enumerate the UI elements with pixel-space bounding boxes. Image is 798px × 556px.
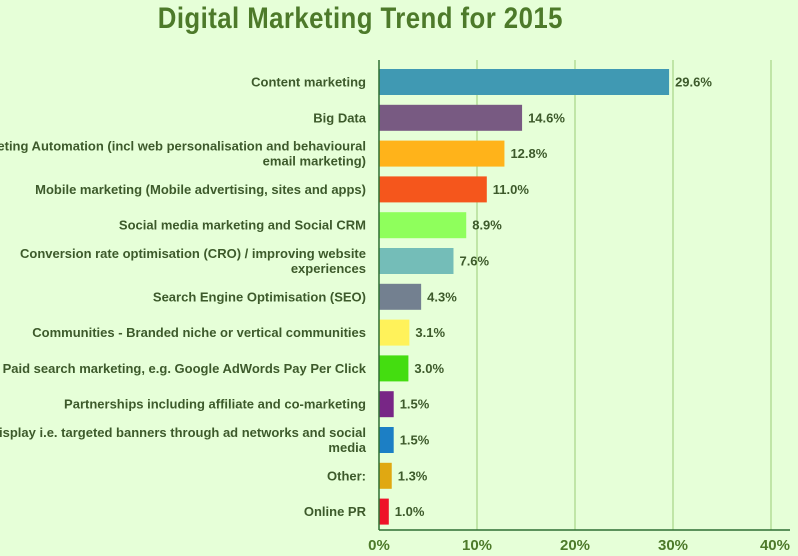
value-label-3: 11.0% [493,182,530,197]
bar-6 [379,283,422,310]
value-label-4: 8.9% [472,218,502,233]
gridlines [476,60,772,530]
category-label-4: Social media marketing and Social CRM [119,218,366,233]
bar-3 [379,176,487,203]
category-label-9: Partnerships including affiliate and co-… [64,397,366,412]
chart-title: Digital Marketing Trend for 2015 [157,2,563,35]
category-label-7: Communities - Branded niche or vertical … [32,325,366,340]
value-label-10: 1.5% [400,433,430,448]
bar-1 [379,104,523,131]
bar-5 [379,248,454,274]
labels: Content marketing 29.6% Big Data 14.6% Marke… [0,75,790,555]
axes [378,60,790,531]
x-tick-label-10: 10% [462,537,492,554]
value-label-11: 1.3% [398,468,428,483]
value-label-2: 12.8% [510,146,547,161]
category-label-6: Search Engine Optimisation (SEO) [153,289,366,304]
bar-9 [379,391,394,418]
category-label-0: Content marketing [251,75,366,90]
bar-4 [379,212,467,239]
x-tick-label-0: 0% [368,537,390,554]
bar-7 [379,319,410,346]
bar-10 [379,427,394,453]
category-label-2: Marketing Automation (incl web personali… [0,139,366,169]
bar-0 [379,69,670,95]
category-label-8: Paid search marketing, e.g. Google AdWor… [3,361,367,376]
category-label-3: Mobile marketing (Mobile advertising, si… [35,182,366,197]
category-label-12: Online PR [304,504,367,519]
value-label-7: 3.1% [415,325,445,340]
category-label-10: Display i.e. targeted banners through ad… [0,425,367,455]
value-label-6: 4.3% [427,289,457,304]
category-label-1: Big Data [313,110,367,125]
bars [379,69,670,525]
value-label-0: 29.6% [675,75,712,90]
value-label-8: 3.0% [414,361,444,376]
x-tick-label-20: 20% [560,537,590,554]
category-label-5: Conversion rate optimisation (CRO) / imp… [20,246,366,276]
bar-11 [379,462,392,489]
value-label-5: 7.6% [459,254,489,269]
value-label-1: 14.6% [528,110,565,125]
bar-12 [379,498,389,525]
x-tick-label-30: 30% [658,537,688,554]
bar-2 [379,140,505,167]
value-label-9: 1.5% [400,397,430,412]
category-label-11: Other: [327,468,366,483]
value-label-12: 1.0% [395,504,425,519]
bar-8 [379,355,409,382]
x-tick-label-40: 40% [760,537,790,554]
